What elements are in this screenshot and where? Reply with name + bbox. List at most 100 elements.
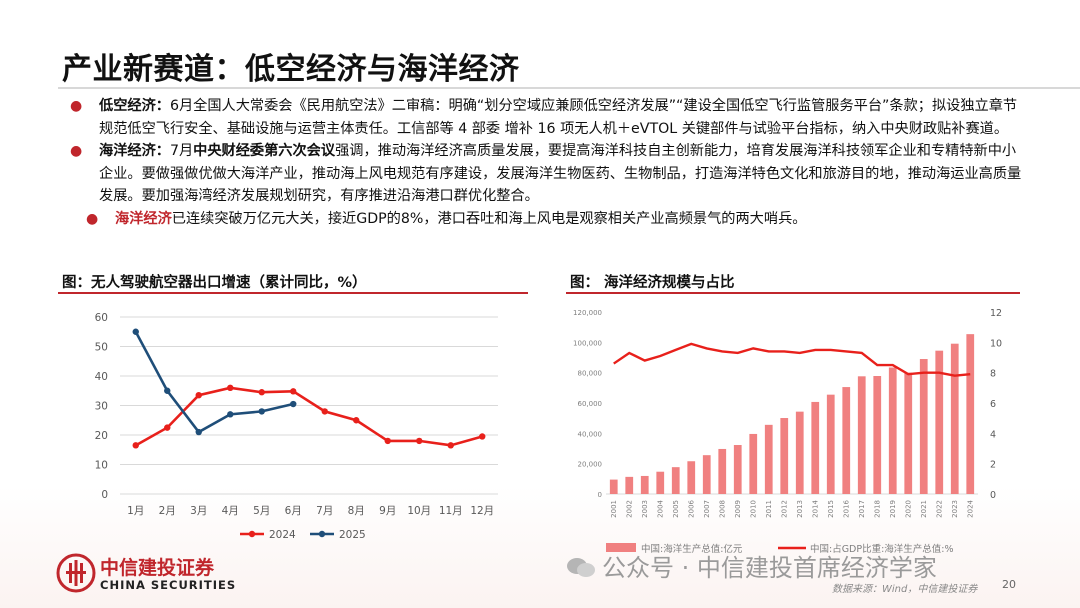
bullet-dot-icon: ● [70,98,83,114]
bar [687,461,696,494]
data-point-2024 [195,391,202,399]
data-point-2025 [290,400,297,408]
x-tick-label: 2016 [842,499,850,517]
bar [919,359,928,494]
bullet-text: 6月全国人大常委会《民用航空法》二审稿：明确“划分空域应兼顾低空经济发展”“建设… [99,98,1018,137]
y-left-tick-label: 120,000 [573,309,602,317]
x-tick-label: 10月 [407,505,431,517]
y-left-tick-label: 0 [598,491,602,499]
bar [671,467,680,494]
x-tick-label: 4月 [222,505,239,517]
data-point-2024 [447,442,454,449]
x-tick-label: 2014 [811,499,819,517]
drone-export-growth-chart: 0 10 20 30 40 50 60 1月 2月 3月 4月 5月 6月 7月 8月 9月 10月 11月 12月… [95,312,498,541]
bar [857,376,866,494]
data-source: 数据来源：Wind，中信建投证券 [832,584,978,595]
x-tick-label: 8月 [348,505,365,517]
ocean-economy-chart: 0 20,000 40,000 60,000 80,000 100,000 120,000 0… [573,308,1002,555]
y-tick-label: 30 [95,401,108,413]
bar [888,367,897,494]
bar [795,411,804,494]
x-tick-label: 2013 [796,500,804,518]
wechat-icon [567,558,595,577]
data-point-2025 [164,387,171,394]
x-tick-label: 2015 [827,500,835,518]
left-chart-rule [58,292,528,294]
bar [702,455,711,494]
data-point-2025 [195,428,202,436]
x-tick-label: 2020 [904,500,912,518]
data-point-2025 [227,411,234,418]
bullet-list: ● 低空经济：6月全国人大常委会《民用航空法》二审稿：明确“划分空域应兼顾低空经… [70,95,1030,231]
bar [749,433,758,494]
x-tick-label: 2008 [718,500,726,518]
bar [904,372,913,494]
bar [609,479,618,494]
y-left-tick-label: 20,000 [578,461,603,469]
x-tick-label: 5月 [253,505,270,517]
bullet-keyword: 海洋经济 [115,210,172,227]
x-tick-label: 2017 [858,500,866,518]
data-point-2024 [227,384,234,391]
bar [625,476,634,494]
bullet-low-altitude: ● 低空经济：6月全国人大常委会《民用航空法》二审稿：明确“划分空域应兼顾低空经… [70,95,1030,140]
bar [811,401,820,494]
x-tick-label: 2005 [672,500,680,518]
bullet-dot-icon: ● [70,143,83,160]
bullet-ocean-sub: ● 海洋经济已连续突破万亿元大关，接近GDP的8%，港口吞吐和海上风电是观察相关… [70,208,1030,231]
legend-marker-2024 [248,530,256,538]
x-tick-label: 2011 [765,500,773,518]
bar [842,387,851,494]
bar [826,394,835,494]
legend-label: 中国:占GDP比重:海洋生产总值:% [810,543,954,555]
company-logo: 中信建投证券 CHINA SECURITIES [56,553,244,595]
x-tick-label: 2月 [159,505,176,517]
x-tick-label: 6月 [285,505,302,517]
x-tick-label: 1月 [127,505,144,517]
title-divider [58,87,1080,89]
x-tick-label: 2022 [935,500,943,518]
y-left-tick-label: 80,000 [578,370,603,378]
x-tick-label: 2004 [656,499,664,517]
x-tick-label: 2009 [734,500,742,518]
right-chart-rule [566,292,1020,294]
x-tick-label: 2007 [703,500,711,518]
data-point-2025 [132,328,139,335]
logo-text-en: CHINA SECURITIES [100,578,237,592]
data-point-2024 [132,442,139,449]
y-tick-label: 40 [95,371,108,383]
bar [873,376,882,494]
data-point-2024 [384,437,391,445]
right-chart-title: 图： 海洋经济规模与占比 [570,275,735,291]
y-tick-label: 50 [95,342,108,354]
logo-text-cn: 中信建投证券 [100,557,215,579]
x-tick-label: 7月 [316,505,333,517]
y-tick-label: 10 [95,460,108,472]
bullet-keyword: 海洋经济： [99,143,170,160]
y-right-tick-label: 6 [990,399,996,410]
data-point-2024 [416,437,423,445]
y-right-tick-label: 8 [990,369,996,380]
x-tick-label: 2001 [610,500,618,518]
legend-label: 2025 [339,529,366,541]
x-tick-label: 2019 [889,500,897,518]
page-number: 20 [1002,578,1016,591]
watermark-text: 公众号 · 中信建投首席经济学家 [602,554,937,582]
ratio-line [613,342,971,377]
data-point-2024 [353,417,360,424]
data-point-2025 [258,408,265,415]
y-right-tick-label: 0 [990,490,996,501]
x-tick-label: 2003 [641,500,649,518]
x-tick-label: 2010 [749,500,757,518]
y-right-tick-label: 12 [990,308,1002,319]
legend-swatch-bar [606,543,636,552]
bar [656,471,665,494]
series-line-2025 [134,331,294,434]
citic-emblem-icon [56,553,96,593]
x-tick-label: 12月 [470,505,494,517]
bar [935,350,944,494]
bar [640,475,649,494]
data-point-2024 [479,433,486,440]
data-point-2024 [321,408,328,415]
bullet-text: 7月 [169,143,194,160]
